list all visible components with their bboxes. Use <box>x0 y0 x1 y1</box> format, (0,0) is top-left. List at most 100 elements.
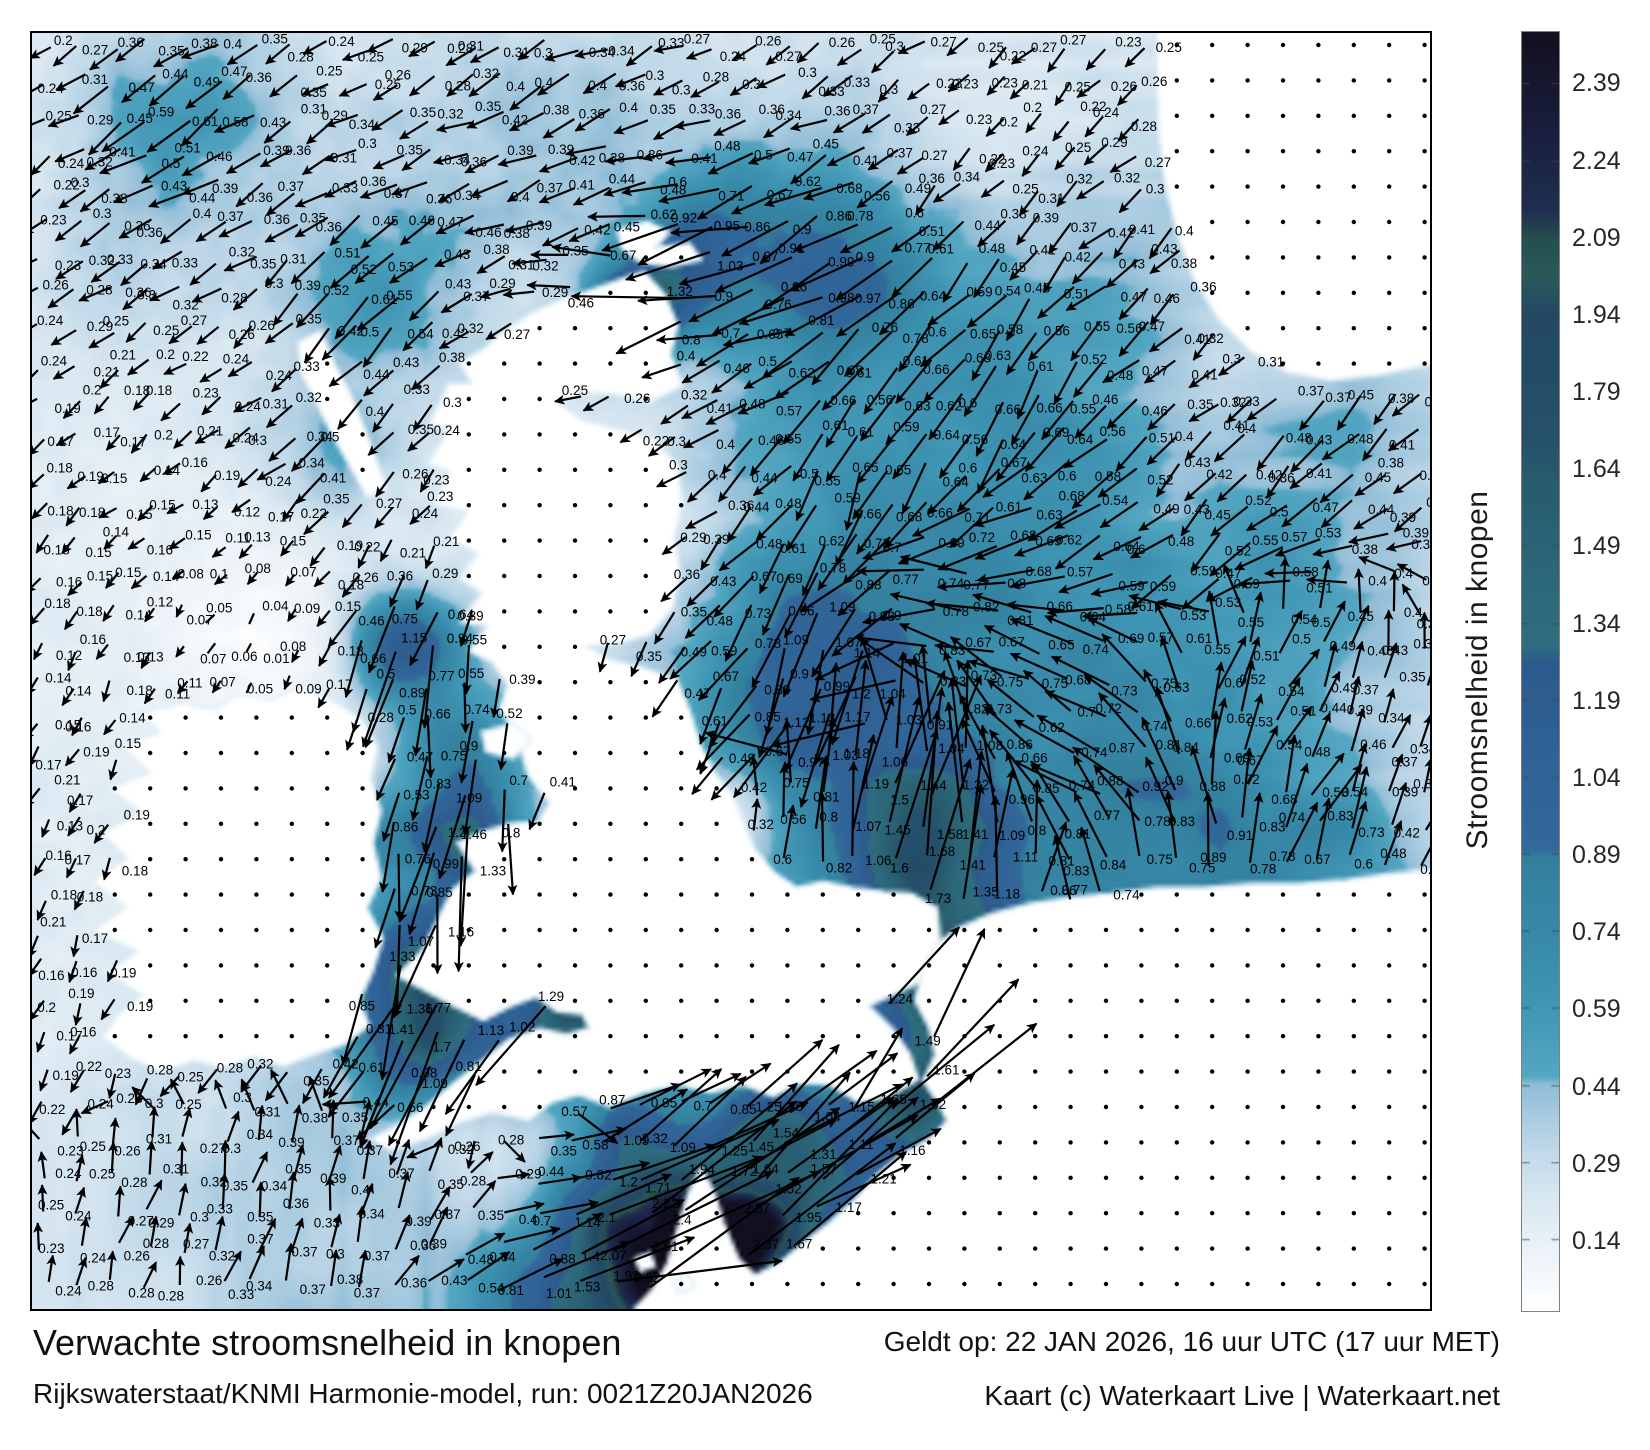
svg-text:1.19: 1.19 <box>863 776 889 791</box>
svg-text:0.21: 0.21 <box>94 365 120 380</box>
valid-time: Geldt op: 22 JAN 2026, 16 uur UTC (17 uu… <box>883 1326 1500 1357</box>
svg-text:0.66: 0.66 <box>830 393 856 408</box>
svg-text:0.73: 0.73 <box>411 884 437 899</box>
svg-text:0.35: 0.35 <box>562 244 588 259</box>
svg-text:0.47: 0.47 <box>787 149 813 164</box>
svg-text:0.86: 0.86 <box>826 209 852 224</box>
svg-text:0.5: 0.5 <box>800 466 819 481</box>
svg-text:0.89: 0.89 <box>1200 850 1226 865</box>
svg-text:0.06: 0.06 <box>231 649 257 664</box>
svg-text:0.67: 0.67 <box>765 744 791 759</box>
svg-text:1.32: 1.32 <box>667 284 693 299</box>
svg-text:0.41: 0.41 <box>1030 242 1056 257</box>
svg-text:0.4: 0.4 <box>1175 224 1194 239</box>
svg-text:2.22: 2.22 <box>652 1196 678 1211</box>
svg-text:0.14: 0.14 <box>65 683 92 698</box>
svg-text:0.75: 0.75 <box>997 675 1023 690</box>
svg-text:0.16: 0.16 <box>56 575 82 590</box>
svg-text:0.8: 0.8 <box>819 810 838 825</box>
svg-text:0.3: 0.3 <box>233 1090 252 1105</box>
svg-text:0.49: 0.49 <box>905 181 931 196</box>
svg-text:0.46: 0.46 <box>1154 291 1180 306</box>
svg-text:0.41: 0.41 <box>109 144 135 159</box>
svg-text:0.39: 0.39 <box>405 1214 431 1229</box>
svg-text:0.45: 0.45 <box>1205 508 1231 523</box>
svg-text:0.44: 0.44 <box>538 1164 565 1179</box>
svg-text:0.31: 0.31 <box>301 102 327 117</box>
svg-text:1.58: 1.58 <box>937 827 963 842</box>
svg-text:0.53: 0.53 <box>1180 608 1206 623</box>
svg-text:0.41: 0.41 <box>1191 368 1217 383</box>
svg-text:0.96: 0.96 <box>781 280 807 295</box>
svg-text:0.35: 0.35 <box>300 210 326 225</box>
svg-text:1.15: 1.15 <box>848 1099 874 1114</box>
svg-text:0.91: 0.91 <box>1227 828 1253 843</box>
svg-text:0.37: 0.37 <box>537 180 563 195</box>
svg-text:0.44: 0.44 <box>162 66 189 81</box>
svg-text:0.19: 0.19 <box>127 999 153 1014</box>
svg-text:0.35: 0.35 <box>681 605 707 620</box>
svg-text:0.34: 0.34 <box>246 1279 273 1294</box>
svg-text:0.36: 0.36 <box>125 285 151 300</box>
svg-text:0.27: 0.27 <box>1031 40 1057 55</box>
svg-text:0.24: 0.24 <box>1022 144 1049 159</box>
svg-text:0.45: 0.45 <box>372 213 398 228</box>
svg-text:0.27: 0.27 <box>600 633 626 648</box>
svg-text:0.72: 0.72 <box>969 530 995 545</box>
svg-text:0.43: 0.43 <box>1382 643 1408 658</box>
svg-text:0.33: 0.33 <box>332 181 358 196</box>
svg-text:1.92: 1.92 <box>613 1268 639 1283</box>
svg-text:1.49: 1.49 <box>915 1034 941 1049</box>
svg-text:0.5: 0.5 <box>360 325 379 340</box>
svg-text:0.48: 0.48 <box>714 138 740 153</box>
land-grid-dots <box>112 42 1427 1287</box>
svg-text:0.3: 0.3 <box>885 39 904 54</box>
svg-text:0.18: 0.18 <box>44 596 70 611</box>
svg-text:0.61: 0.61 <box>1128 599 1154 614</box>
svg-text:0.16: 0.16 <box>147 542 173 557</box>
svg-text:0.13: 0.13 <box>124 650 150 665</box>
svg-text:0.17: 0.17 <box>47 434 73 449</box>
svg-text:0.3: 0.3 <box>265 276 284 291</box>
svg-text:0.35: 0.35 <box>1187 397 1213 412</box>
svg-text:0.58: 0.58 <box>1095 469 1121 484</box>
svg-text:1.02: 1.02 <box>509 1020 535 1035</box>
svg-text:0.21: 0.21 <box>197 423 223 438</box>
svg-text:0.38: 0.38 <box>504 226 530 241</box>
svg-text:0.49: 0.49 <box>1330 638 1356 653</box>
svg-text:1.14: 1.14 <box>575 1215 602 1230</box>
svg-text:0.57: 0.57 <box>1148 630 1174 645</box>
svg-text:0.35: 0.35 <box>1411 537 1430 552</box>
svg-text:0.39: 0.39 <box>457 608 483 623</box>
svg-text:0.61: 0.61 <box>928 241 954 256</box>
svg-text:0.18: 0.18 <box>76 604 102 619</box>
svg-text:0.38: 0.38 <box>1352 542 1378 557</box>
svg-text:0.75: 0.75 <box>1042 676 1068 691</box>
svg-text:0.89: 0.89 <box>399 685 425 700</box>
svg-text:0.28: 0.28 <box>88 1279 114 1294</box>
svg-text:0.29: 0.29 <box>432 566 458 581</box>
svg-text:0.34: 0.34 <box>589 45 616 60</box>
svg-text:0.7: 0.7 <box>1077 705 1096 720</box>
svg-text:0.25: 0.25 <box>103 313 129 328</box>
svg-text:1.04: 1.04 <box>880 687 907 702</box>
svg-text:0.95: 0.95 <box>651 1096 677 1111</box>
svg-text:0.23: 0.23 <box>38 1241 64 1256</box>
svg-text:0.13: 0.13 <box>57 818 83 833</box>
svg-text:0.23: 0.23 <box>952 77 978 92</box>
svg-text:0.42: 0.42 <box>333 1056 359 1071</box>
svg-text:0.12: 0.12 <box>56 648 82 663</box>
svg-text:0.4: 0.4 <box>511 190 530 205</box>
svg-text:0.52: 0.52 <box>323 283 349 298</box>
svg-text:0.48: 0.48 <box>1304 745 1330 760</box>
svg-text:0.67: 0.67 <box>1237 753 1263 768</box>
svg-text:1.36: 1.36 <box>407 1002 433 1017</box>
svg-text:0.49: 0.49 <box>681 644 707 659</box>
svg-text:0.77: 0.77 <box>1094 808 1120 823</box>
svg-text:0.86: 0.86 <box>392 819 418 834</box>
svg-text:0.44: 0.44 <box>1368 502 1395 517</box>
svg-text:0.46: 0.46 <box>724 361 750 376</box>
svg-text:0.69: 0.69 <box>777 571 803 586</box>
svg-text:0.26: 0.26 <box>249 318 275 333</box>
svg-text:1.35: 1.35 <box>973 884 999 899</box>
